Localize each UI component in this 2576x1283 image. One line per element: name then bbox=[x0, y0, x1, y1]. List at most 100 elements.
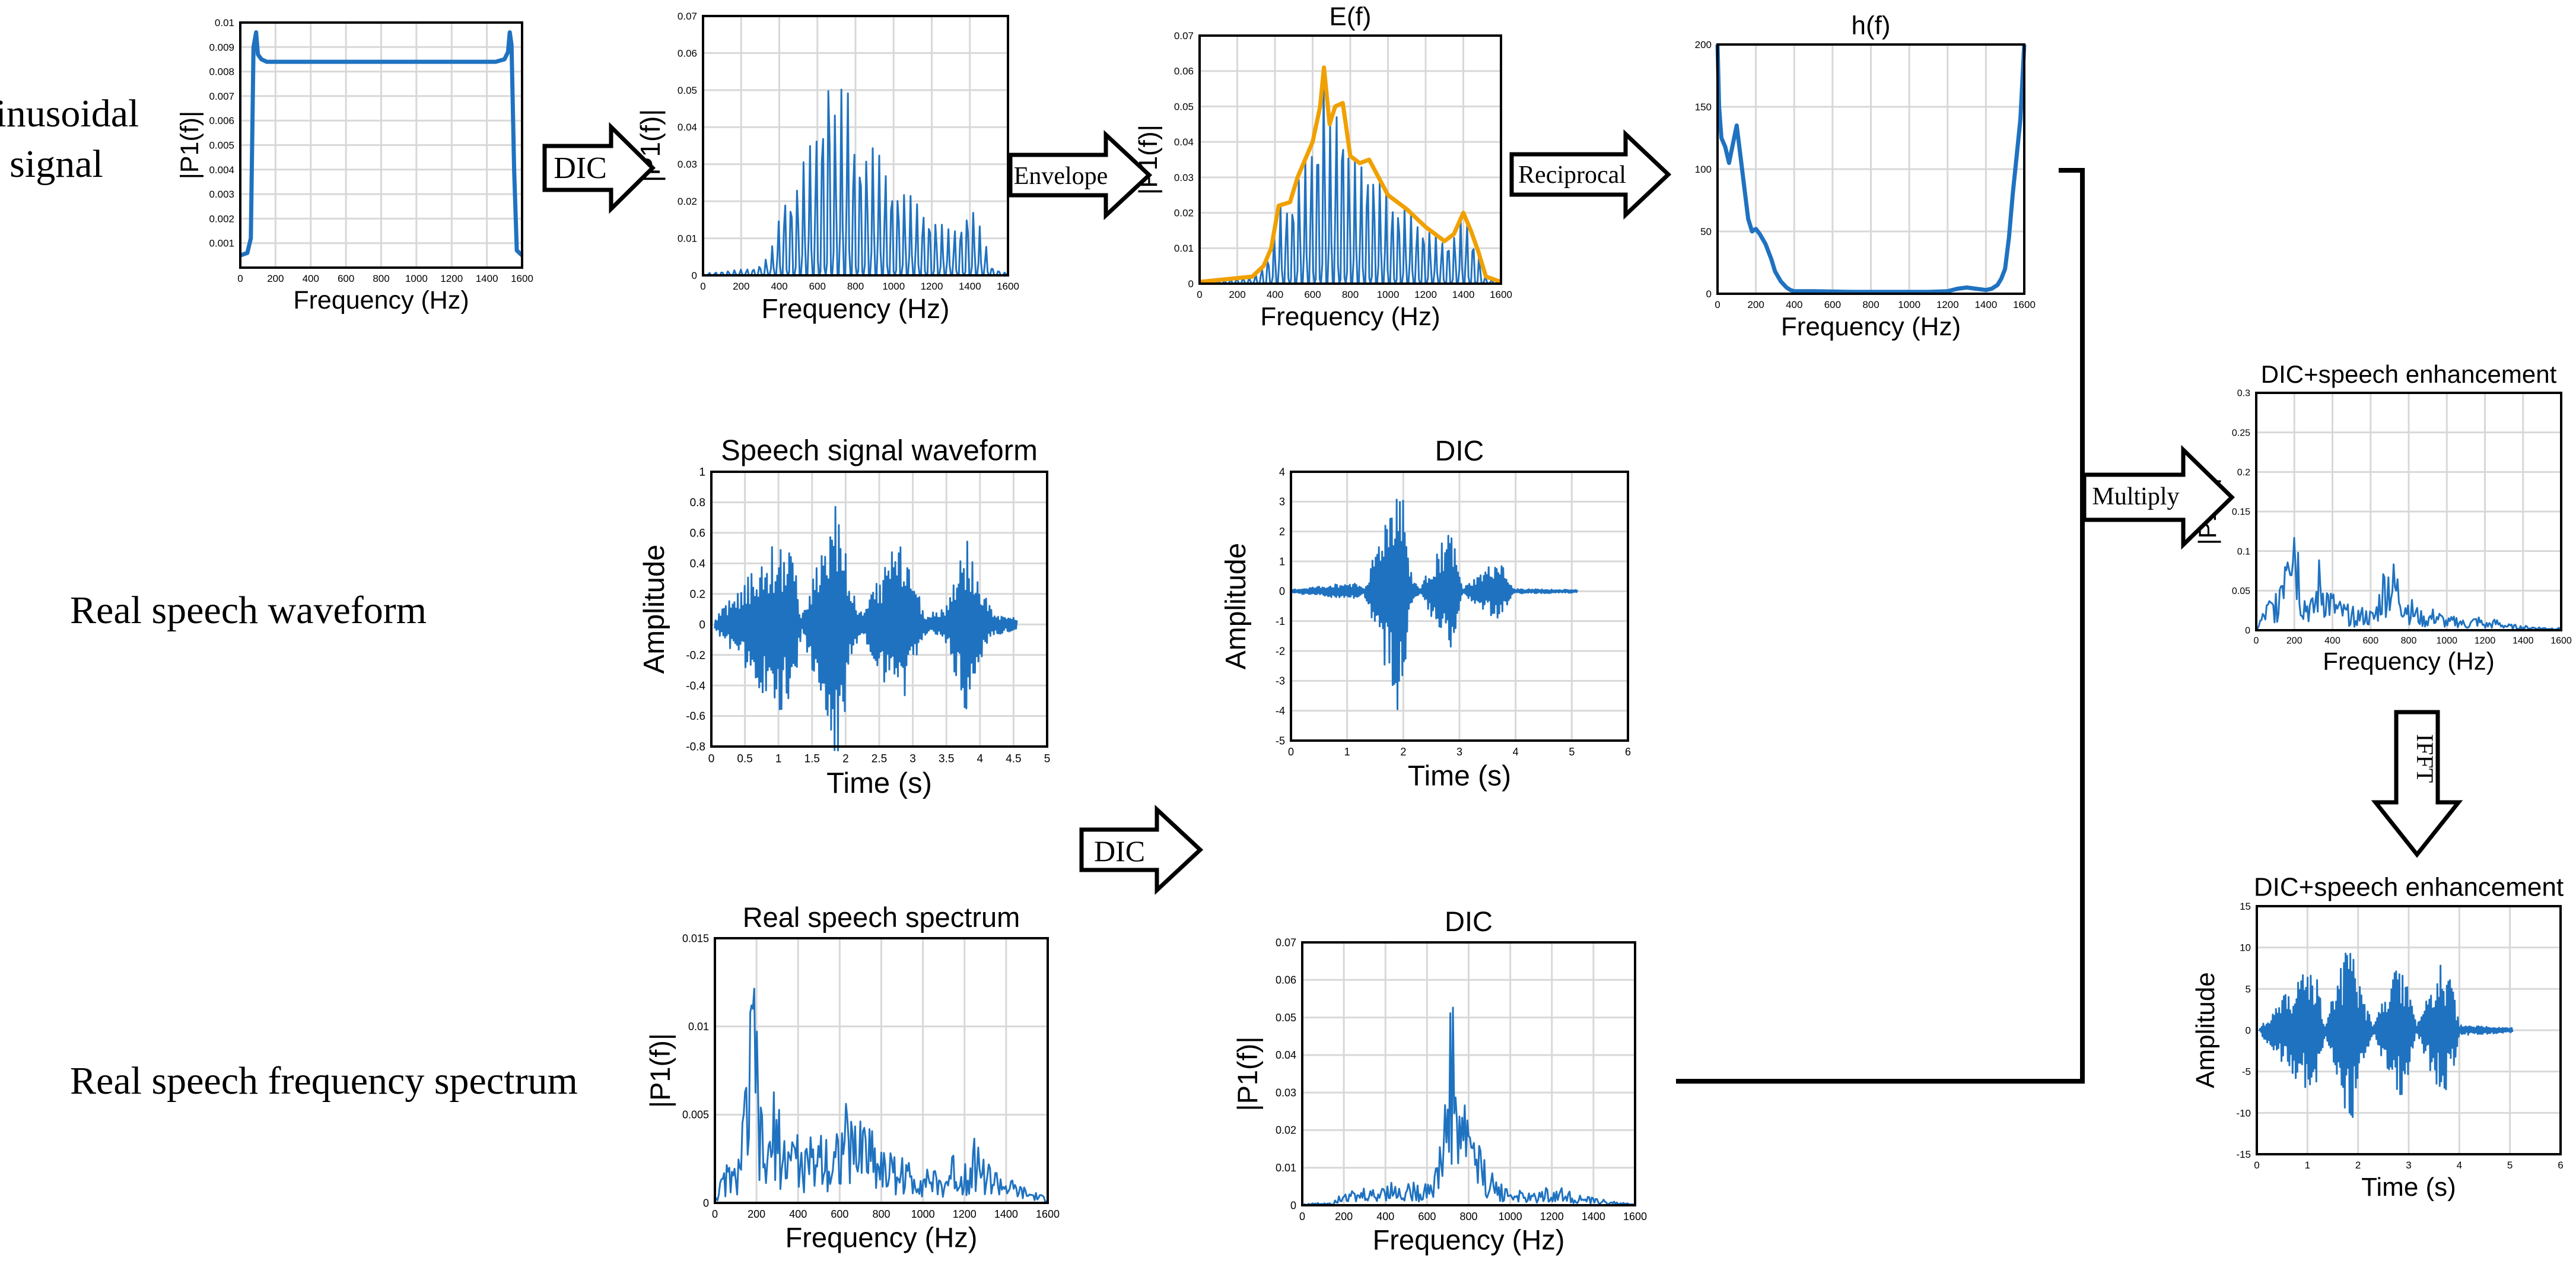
y-tick-label: 0.03 bbox=[1174, 172, 1194, 183]
x-tick-label: 1600 bbox=[1490, 289, 1512, 300]
series-line bbox=[2258, 952, 2514, 1118]
x-tick-label: 0 bbox=[237, 273, 243, 284]
x-tick-label: 0 bbox=[708, 753, 715, 766]
chart-speech-dic: 0 1 2 3 4 5 6 -5 -4 -3 -2 -1 0 1 2 3 4 DIC Time (s) Amplitu… bbox=[1220, 436, 1631, 792]
x-tick-label: 1400 bbox=[2513, 636, 2534, 646]
y-tick-label: 200 bbox=[1695, 39, 1712, 50]
y-tick-label: 0.02 bbox=[678, 196, 697, 207]
series-line bbox=[2256, 536, 2562, 631]
y-tick-label: 0.01 bbox=[1174, 243, 1194, 254]
chart-envelope-ef: 0 200 400 600 800 1000 1200 1400 1600 0 0.01 0.02 0.… bbox=[1134, 2, 1512, 331]
x-tick-label: 200 bbox=[1335, 1211, 1353, 1222]
x-tick-label: 4.5 bbox=[1006, 753, 1021, 766]
y-tick-label: 2 bbox=[1279, 526, 1285, 538]
series-line bbox=[702, 88, 1008, 277]
x-axis-label: Frequency (Hz) bbox=[1781, 312, 1961, 341]
series-line bbox=[1302, 1006, 1636, 1206]
y-axis-label: |P1(f)| bbox=[1232, 1036, 1263, 1111]
y-tick-label: -4 bbox=[1276, 705, 1285, 717]
row-label-real-waveform: Real speech waveform bbox=[70, 589, 427, 632]
y-tick-label: -5 bbox=[1276, 735, 1285, 747]
x-tick-label: 0 bbox=[1299, 1211, 1305, 1222]
y-tick-label: 0.06 bbox=[1276, 974, 1296, 986]
arrow-ifft-label: IFFT bbox=[2412, 734, 2438, 783]
x-tick-label: 600 bbox=[1304, 289, 1321, 300]
x-tick-label: 3.5 bbox=[939, 753, 954, 766]
y-tick-label: 3 bbox=[1279, 496, 1285, 508]
x-tick-label: 1000 bbox=[882, 281, 905, 292]
y-tick-label: 0.15 bbox=[2232, 507, 2250, 517]
row-label-sinusoidal-2: signal bbox=[9, 142, 103, 186]
row-label-real-spectrum: Real speech frequency spectrum bbox=[70, 1059, 578, 1103]
y-tick-label: 0.003 bbox=[209, 189, 234, 200]
chart-title: DIC+speech enhancement bbox=[2254, 872, 2564, 901]
y-tick-label: 0.8 bbox=[690, 497, 705, 509]
chart-spectrum-dic: 0 200 400 600 800 1000 1200 1400 1600 0 0.01 0.02 0.… bbox=[1232, 906, 1647, 1255]
y-tick-label: -2 bbox=[1276, 645, 1285, 657]
y-tick-label: 0.005 bbox=[682, 1109, 709, 1121]
chart-title: DIC bbox=[1435, 436, 1484, 467]
x-tick-label: 400 bbox=[1376, 1211, 1394, 1222]
x-tick-label: 1200 bbox=[1414, 289, 1437, 300]
chart-title: DIC+speech enhancement bbox=[2261, 360, 2557, 388]
x-tick-label: 1200 bbox=[953, 1208, 977, 1220]
x-tick-label: 600 bbox=[338, 273, 354, 284]
x-tick-label: 1000 bbox=[911, 1208, 935, 1220]
chart-title: DIC bbox=[1445, 906, 1493, 937]
y-tick-label: 15 bbox=[2240, 901, 2251, 912]
y-tick-label: 0.07 bbox=[1276, 936, 1296, 948]
x-axis-label: Time (s) bbox=[2361, 1173, 2456, 1202]
x-tick-label: 5 bbox=[1569, 746, 1575, 758]
x-tick-label: 1400 bbox=[959, 281, 981, 292]
x-tick-label: 4 bbox=[2457, 1160, 2462, 1171]
y-axis-label: Amplitude bbox=[1220, 543, 1252, 669]
x-tick-label: 2 bbox=[1400, 746, 1406, 758]
y-tick-label: -0.6 bbox=[686, 710, 705, 723]
x-tick-label: 0 bbox=[1715, 299, 1720, 310]
x-tick-label: 1400 bbox=[476, 273, 498, 284]
y-tick-label: 0.1 bbox=[2237, 547, 2250, 557]
x-tick-label: 1400 bbox=[994, 1208, 1018, 1220]
chart-speech-waveform: 0 0.5 1 1.5 2 2.5 3 3.5 4 4.5 5 -0.8 -0.6 -0.4 -0.2 0 0.… bbox=[638, 434, 1050, 799]
x-tick-label: 600 bbox=[831, 1208, 848, 1220]
y-tick-label: 0.005 bbox=[209, 139, 234, 151]
x-tick-label: 1200 bbox=[1936, 299, 1959, 310]
x-tick-label: 3 bbox=[2406, 1160, 2411, 1171]
y-tick-label: 10 bbox=[2240, 942, 2251, 954]
x-tick-label: 1600 bbox=[2013, 299, 2036, 310]
x-tick-label: 5 bbox=[2507, 1160, 2513, 1171]
x-tick-label: 3 bbox=[1456, 746, 1462, 758]
row-label-sinusoidal-1: Sinusoidal bbox=[0, 92, 139, 135]
x-tick-label: 5 bbox=[1044, 753, 1051, 766]
x-tick-label: 200 bbox=[1229, 289, 1245, 300]
x-tick-label: 1600 bbox=[997, 281, 1019, 292]
arrow-envelope-label: Envelope bbox=[1014, 163, 1108, 190]
x-tick-label: 4 bbox=[1513, 746, 1519, 758]
x-tick-label: 200 bbox=[733, 281, 749, 292]
y-tick-label: 0.004 bbox=[209, 164, 234, 176]
x-tick-label: 0 bbox=[700, 281, 705, 292]
chart-title: E(f) bbox=[1330, 2, 1372, 31]
y-tick-label: 0.4 bbox=[690, 558, 706, 570]
x-tick-label: 0 bbox=[1288, 746, 1294, 758]
chart-title: Speech signal waveform bbox=[721, 434, 1038, 466]
x-tick-label: 800 bbox=[1862, 299, 1879, 310]
chart-sinusoidal-spectrum: 0 200 400 600 800 1000 1200 1400 1600 0.001 0.002 0… bbox=[176, 17, 533, 315]
arrow-multiply: Multiply bbox=[2082, 444, 2235, 550]
series-line bbox=[239, 30, 524, 258]
arrow-dic-1-label: DIC bbox=[554, 151, 607, 185]
x-tick-label: 1200 bbox=[921, 281, 943, 292]
x-axis-label: Frequency (Hz) bbox=[1373, 1224, 1565, 1256]
y-tick-label: 0.05 bbox=[1276, 1012, 1296, 1024]
arrow-dic-2: DIC bbox=[1079, 804, 1204, 895]
arrow-dic-2-label: DIC bbox=[1094, 834, 1145, 868]
x-tick-label: 400 bbox=[1786, 299, 1802, 310]
chart-enhanced-spectrum: 0 200 400 600 800 1000 1200 1400 1600 0 0.05 0.1 0.1… bbox=[2193, 360, 2572, 675]
y-tick-label: 1 bbox=[699, 466, 705, 479]
x-tick-label: 1600 bbox=[1623, 1211, 1647, 1222]
series-line bbox=[714, 506, 1018, 752]
x-axis-label: Time (s) bbox=[826, 767, 932, 799]
x-tick-label: 200 bbox=[267, 273, 284, 284]
series-line bbox=[1290, 498, 1579, 710]
